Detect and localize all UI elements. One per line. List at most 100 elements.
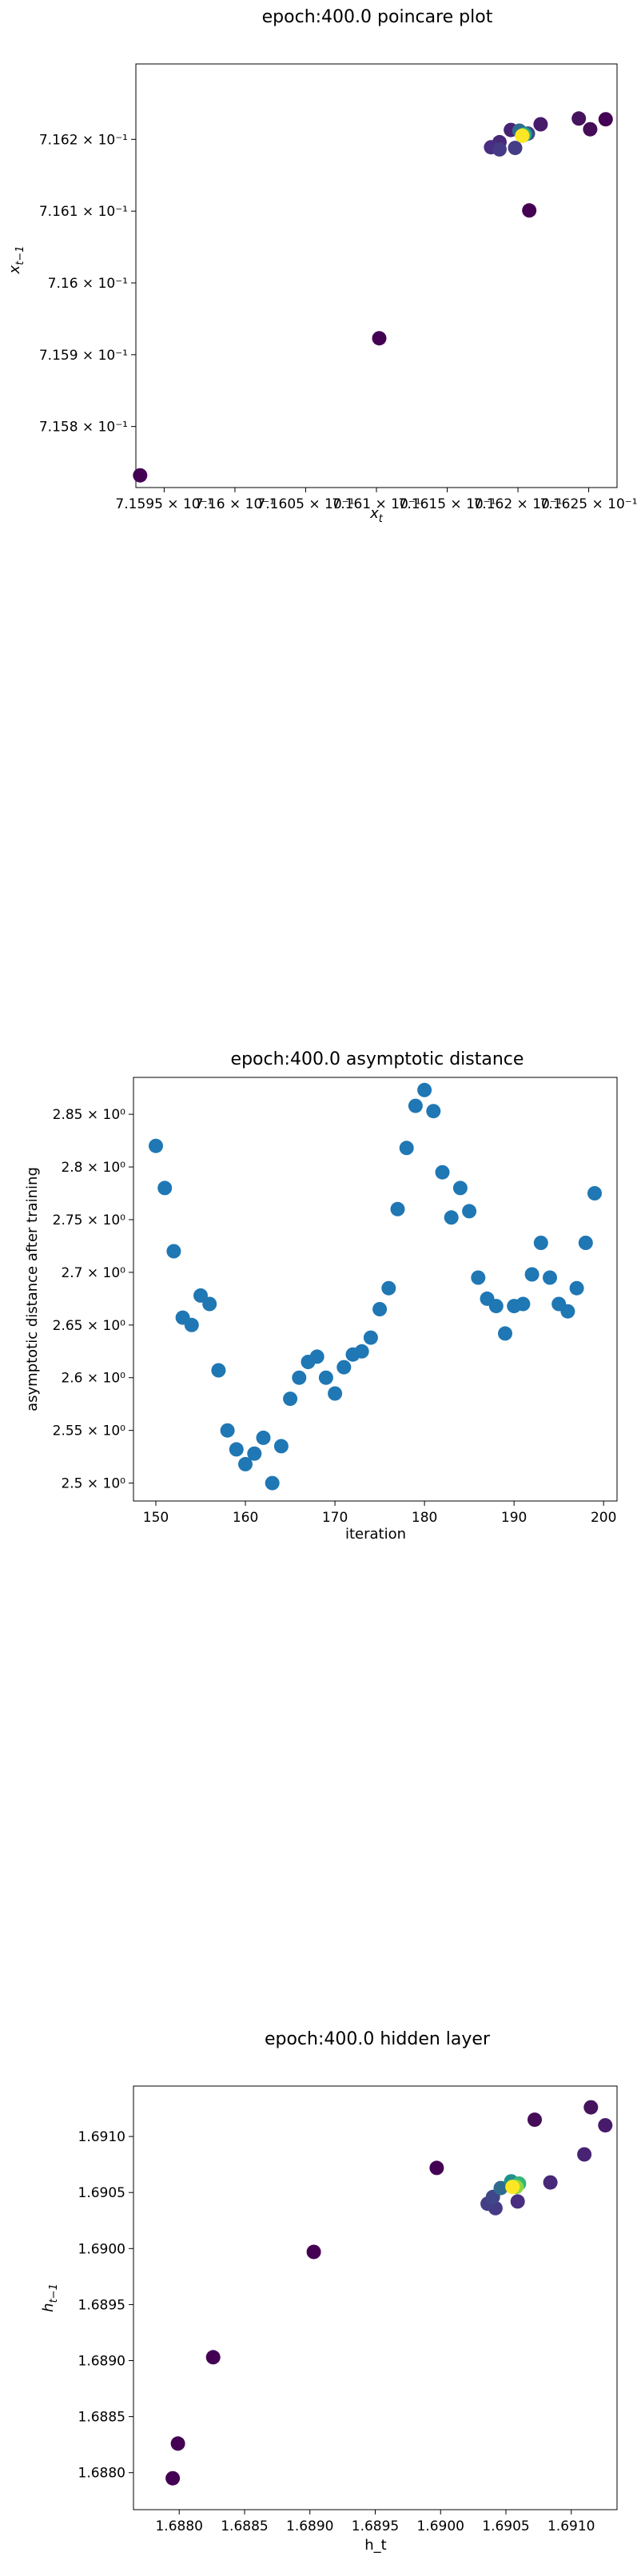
data-point-35 bbox=[462, 1204, 477, 1219]
data-point-13 bbox=[265, 1475, 280, 1491]
data-point-1 bbox=[157, 1181, 173, 1196]
y-tick-label: 2.55 × 10⁰ bbox=[53, 1423, 126, 1439]
x-tick-label: 1.6900 bbox=[417, 2518, 464, 2534]
y-axis-label: xt−1 bbox=[6, 246, 26, 275]
data-point-10 bbox=[510, 2194, 525, 2209]
x-tick-label: 190 bbox=[501, 1510, 527, 1526]
x-axis-ticks: 150 160 170 180 190 200 bbox=[143, 1501, 616, 1526]
data-point-30 bbox=[417, 1082, 432, 1097]
y-tick-label: 2.6 × 10⁰ bbox=[61, 1371, 125, 1387]
y-axis-label: ht−1 bbox=[40, 2283, 60, 2312]
data-point-3 bbox=[598, 112, 613, 127]
data-point-18 bbox=[309, 1349, 324, 1364]
y-axis-ticks: 2.5 × 10⁰ 2.55 × 10⁰ 2.6 × 10⁰ 2.65 × 10⁰ 2.… bbox=[53, 1107, 133, 1492]
chart-title: epoch:400.0 asymptotic distance bbox=[231, 1049, 524, 1069]
data-point-21 bbox=[336, 1360, 352, 1375]
y-tick-label: 1.6885 bbox=[78, 2410, 125, 2426]
data-point-32 bbox=[435, 1165, 450, 1180]
y-tick-label: 2.75 × 10⁰ bbox=[53, 1212, 126, 1228]
data-point-10 bbox=[492, 141, 507, 157]
y-tick-label: 2.65 × 10⁰ bbox=[53, 1318, 126, 1334]
x-tick-label: 7.161 × 10⁻¹ bbox=[332, 496, 420, 512]
y-tick-label: 2.7 × 10⁰ bbox=[61, 1265, 125, 1281]
x-tick-label: 200 bbox=[591, 1510, 616, 1526]
y-tick-label: 1.6880 bbox=[78, 2466, 125, 2482]
data-point-8 bbox=[577, 2147, 592, 2162]
x-tick-label: 7.1605 × 10⁻¹ bbox=[257, 496, 354, 512]
data-point-16 bbox=[292, 1370, 307, 1385]
data-point-10 bbox=[238, 1456, 253, 1471]
x-tick-label: 160 bbox=[233, 1510, 258, 1526]
data-point-4 bbox=[429, 2160, 444, 2176]
x-tick-label: 1.6880 bbox=[155, 2518, 202, 2534]
data-point-8 bbox=[220, 1423, 235, 1438]
data-point-20 bbox=[328, 1386, 343, 1401]
data-point-6 bbox=[533, 117, 548, 132]
x-tick-label: 1.6910 bbox=[547, 2518, 595, 2534]
data-point-34 bbox=[452, 1181, 468, 1196]
data-point-19 bbox=[318, 1370, 333, 1385]
y-axis-ticks: 7.158 × 10⁻¹ 7.159 × 10⁻¹ 7.16 × 10⁻¹ 7.161… bbox=[39, 132, 136, 436]
y-tick-label: 1.6895 bbox=[78, 2297, 125, 2313]
x-tick-label: 7.1615 × 10⁻¹ bbox=[399, 496, 496, 512]
hidden-layer-chart: epoch:400.0 hidden layer 1.6880 1.6885 1.6… bbox=[40, 2029, 618, 2554]
data-point-27 bbox=[390, 1201, 405, 1216]
data-point-41 bbox=[516, 1296, 531, 1312]
plot-area bbox=[133, 1077, 618, 1502]
data-point-29 bbox=[408, 1098, 423, 1113]
y-tick-label: 2.5 × 10⁰ bbox=[61, 1476, 125, 1492]
y-tick-label: 7.162 × 10⁻¹ bbox=[39, 132, 128, 148]
y-tick-label: 2.85 × 10⁰ bbox=[53, 1107, 126, 1123]
y-axis-label: asymptotic distance after training bbox=[24, 1167, 41, 1411]
y-tick-label: 7.16 × 10⁻¹ bbox=[48, 276, 128, 292]
data-point-6 bbox=[583, 2100, 599, 2115]
data-point-14 bbox=[273, 1439, 289, 1454]
data-point-2 bbox=[166, 1244, 181, 1259]
data-point-46 bbox=[560, 1304, 575, 1319]
x-tick-label: 1.6905 bbox=[482, 2518, 529, 2534]
y-tick-label: 1.6910 bbox=[78, 2129, 125, 2145]
x-tick-label: 1.6885 bbox=[221, 2518, 268, 2534]
data-point-39 bbox=[498, 1326, 512, 1341]
plot-area bbox=[133, 2085, 618, 2510]
chart-title: epoch:400.0 poincare plot bbox=[262, 7, 493, 27]
data-point-15 bbox=[283, 1392, 298, 1407]
data-point-36 bbox=[471, 1270, 486, 1285]
data-points bbox=[165, 2100, 613, 2486]
data-point-23 bbox=[354, 1344, 369, 1359]
data-point-7 bbox=[211, 1363, 226, 1378]
x-tick-label: 180 bbox=[412, 1510, 437, 1526]
x-tick-label: 1.6890 bbox=[286, 2518, 333, 2534]
x-tick-label: 150 bbox=[143, 1510, 169, 1526]
data-point-5 bbox=[193, 1288, 208, 1303]
data-point-25 bbox=[372, 1302, 388, 1316]
x-tick-label: 170 bbox=[322, 1510, 348, 1526]
data-point-31 bbox=[426, 1104, 441, 1119]
data-point-14 bbox=[493, 2180, 508, 2196]
data-point-7 bbox=[598, 2118, 613, 2133]
data-point-43 bbox=[533, 1236, 548, 1250]
y-tick-label: 1.6900 bbox=[78, 2241, 125, 2257]
asymptotic-distance-chart: epoch:400.0 asymptotic distance 150 160 17… bbox=[24, 1049, 618, 1543]
data-point-49 bbox=[587, 1186, 602, 1200]
data-point-3 bbox=[306, 2244, 321, 2259]
x-tick-label: 7.1625 × 10⁻¹ bbox=[540, 496, 638, 512]
data-point-33 bbox=[444, 1210, 459, 1225]
y-tick-label: 1.6905 bbox=[78, 2185, 125, 2201]
data-point-5 bbox=[528, 2112, 542, 2128]
x-axis-label: iteration bbox=[345, 1526, 406, 1543]
data-point-0 bbox=[149, 1138, 163, 1153]
data-point-11 bbox=[508, 141, 523, 156]
data-point-42 bbox=[524, 1267, 539, 1282]
x-axis-ticks: 7.1595 × 10⁻¹7.16 × 10⁻¹7.1605 × 10⁻¹7.1… bbox=[115, 488, 638, 512]
x-tick-label: 1.6895 bbox=[352, 2518, 399, 2534]
data-point-2 bbox=[522, 203, 537, 218]
data-point-17 bbox=[515, 128, 530, 143]
data-point-48 bbox=[578, 1236, 593, 1250]
data-points bbox=[133, 111, 613, 483]
data-point-6 bbox=[202, 1296, 217, 1312]
y-tick-label: 7.159 × 10⁻¹ bbox=[39, 348, 128, 364]
data-point-5 bbox=[571, 111, 587, 126]
x-tick-label: 7.16 × 10⁻¹ bbox=[195, 496, 275, 512]
y-tick-label: 7.161 × 10⁻¹ bbox=[39, 204, 128, 220]
